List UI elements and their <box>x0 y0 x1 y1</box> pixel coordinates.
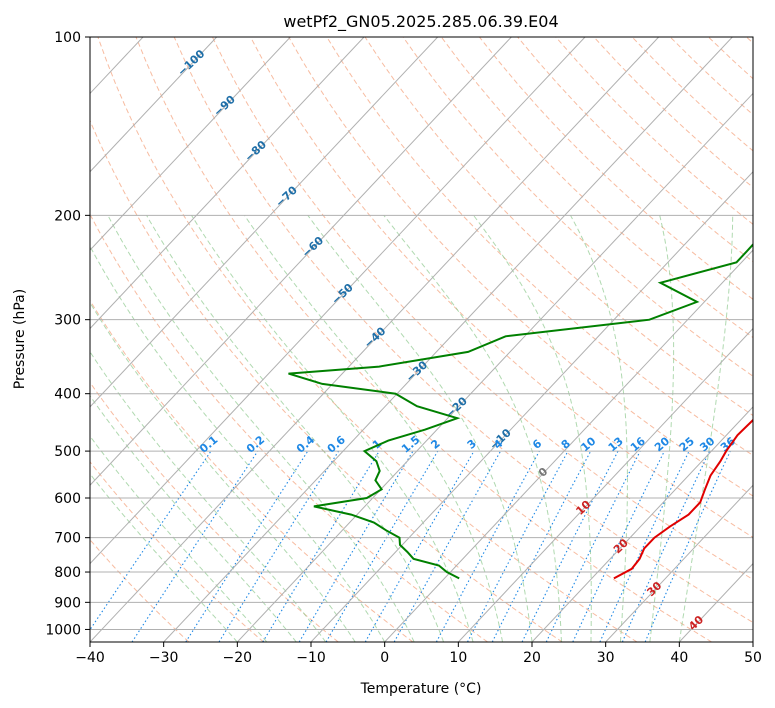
moist-adiabat <box>90 245 386 642</box>
isotherm-line <box>531 406 753 642</box>
moist-adiabat <box>678 215 734 642</box>
isotherm-line <box>90 37 660 642</box>
moist-adiabat <box>649 215 675 642</box>
x-tick-label: −40 <box>75 650 105 666</box>
x-tick-label: 40 <box>670 650 688 666</box>
x-tick-label: −30 <box>149 650 179 666</box>
y-axis-label: Pressure (hPa) <box>12 289 28 389</box>
isotherm-line <box>384 249 753 642</box>
x-tick-label: 30 <box>597 650 615 666</box>
moist-adiabat <box>90 350 327 642</box>
y-axis: 100 200 300 400 500 600 700 800 900 1000 <box>45 30 90 638</box>
x-axis: −40 −30 −20 −10 0 10 20 30 40 50 <box>75 642 762 666</box>
dry-adiabat <box>440 37 753 339</box>
moist-adiabat <box>90 473 238 642</box>
dry-adiabat <box>90 539 190 642</box>
dry-adiabat <box>173 37 753 624</box>
isotherm-line <box>90 37 439 408</box>
isotherm-line <box>605 484 753 642</box>
chart-title: wetPf2_GN05.2025.285.06.39.E04 <box>283 12 558 32</box>
x-tick-label: −10 <box>296 650 326 666</box>
moist-adiabats <box>90 214 734 642</box>
moist-adiabat <box>146 215 445 642</box>
dry-adiabat <box>90 119 563 642</box>
moist-adiabat <box>473 215 592 642</box>
isotherm-line <box>310 171 753 642</box>
y-tick-label: 700 <box>54 531 81 547</box>
moist-adiabat <box>191 215 474 642</box>
isotherm-line <box>90 37 512 486</box>
y-tick-label: 200 <box>54 208 81 224</box>
moist-adiabat <box>90 394 297 642</box>
y-tick-label: 500 <box>54 444 81 460</box>
isotherm-line <box>90 37 291 251</box>
moist-adiabat <box>307 215 533 642</box>
y-tick-label: 400 <box>54 387 81 403</box>
mixing-ratio-line <box>545 450 641 642</box>
dry-adiabat <box>288 37 753 497</box>
temperature-line <box>613 418 753 580</box>
dry-adiabat <box>211 37 753 581</box>
dry-adiabat <box>135 37 712 642</box>
moist-adiabat <box>244 215 503 642</box>
mixing-ratio-line <box>621 450 711 642</box>
mixing-ratio-line <box>521 450 619 642</box>
moist-adiabat <box>90 301 356 642</box>
mixing-ratio-line <box>90 450 212 631</box>
mixing-ratio-line <box>185 450 309 642</box>
plot-frame <box>89 36 754 643</box>
x-tick-label: 20 <box>523 650 541 666</box>
x-tick-label: 10 <box>449 650 467 666</box>
isotherm-line <box>457 327 753 642</box>
skewed-isotherms <box>90 37 753 642</box>
dry-adiabat <box>90 461 264 642</box>
moist-adiabat <box>570 215 628 642</box>
y-tick-label: 800 <box>54 565 81 581</box>
x-tick-label: 0 <box>380 650 389 666</box>
y-tick-label: 300 <box>54 313 81 329</box>
isotherm-line <box>90 37 218 173</box>
dry-adiabat <box>90 213 488 642</box>
dry-adiabat <box>402 37 753 377</box>
dry-adiabat <box>326 37 753 457</box>
dewpoint-line <box>288 242 753 580</box>
isotherm-line <box>90 37 586 565</box>
isotherm-line <box>236 92 753 642</box>
isotherm-line <box>163 37 733 642</box>
x-axis-label: Temperature (°C) <box>360 681 482 697</box>
x-tick-label: 50 <box>744 650 762 666</box>
plot-area: −100−90−80−70−60−50−40−30−20−10010203040… <box>90 37 753 642</box>
isotherm-line <box>90 37 365 330</box>
y-tick-label: 600 <box>54 491 81 507</box>
y-tick-label: 100 <box>54 30 81 46</box>
mixing-ratio-line <box>393 450 502 642</box>
mixing-ratio-line <box>435 450 540 642</box>
mixing-ratio-line <box>262 450 380 642</box>
dry-adiabat <box>97 37 638 642</box>
x-tick-label: −20 <box>223 650 253 666</box>
y-tick-label: 900 <box>54 595 81 611</box>
y-tick-label: 1000 <box>45 622 81 638</box>
moist-adiabat <box>90 435 268 642</box>
